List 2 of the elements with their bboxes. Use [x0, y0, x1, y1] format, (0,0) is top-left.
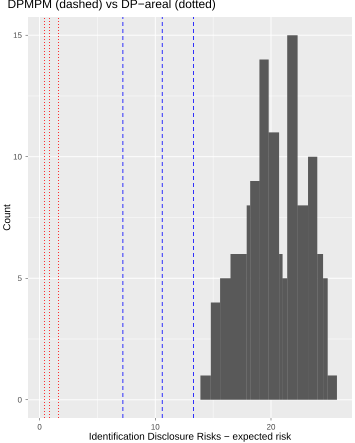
- x-axis-title: Identification Disclosure Risks − expected risk: [90, 432, 292, 442]
- y-axis-title: Count: [3, 204, 10, 230]
